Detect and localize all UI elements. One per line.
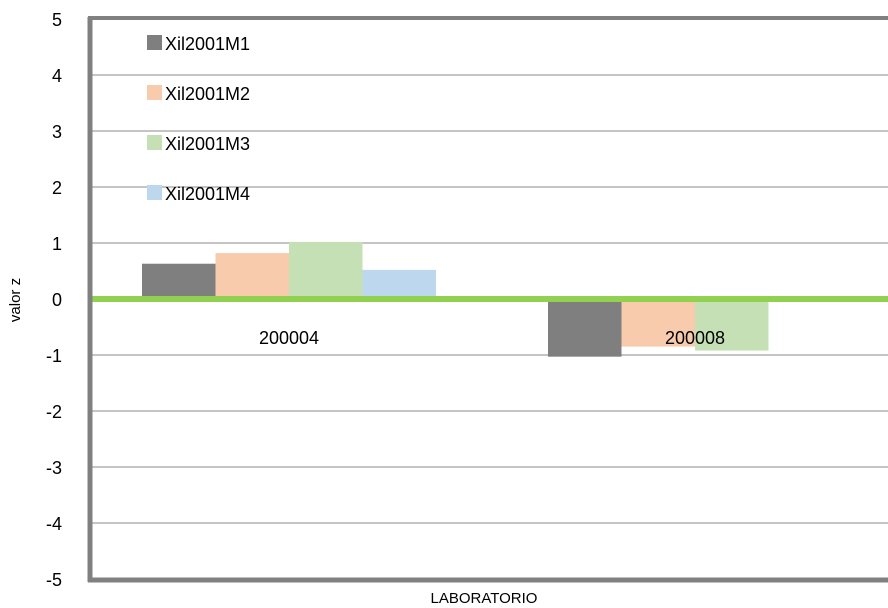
legend-label: Xil2001M2	[165, 84, 250, 104]
x-axis-title: LABORATORIO	[431, 590, 538, 607]
legend-label: Xil2001M1	[165, 34, 250, 54]
bars	[142, 241, 769, 357]
y-tick-label: -4	[46, 514, 62, 534]
y-tick-label: 5	[52, 10, 62, 30]
y-tick-label: 0	[52, 290, 62, 310]
y-tick-label: -1	[46, 346, 62, 366]
category-label: 200008	[665, 328, 725, 348]
legend-label: Xil2001M3	[165, 134, 250, 154]
bar-Xil2001M3-200004	[289, 241, 363, 299]
legend-label: Xil2001M4	[165, 184, 250, 204]
y-tick-label: 2	[52, 178, 62, 198]
y-tick-labels: 5 4 3 2 1 0 -1 -2 -3 -4 -5	[46, 10, 62, 590]
legend-swatch-Xil2001M3	[147, 135, 162, 150]
category-labels: 200004 200008	[259, 328, 725, 348]
legend: Xil2001M1 Xil2001M2 Xil2001M3 Xil2001M4	[147, 34, 250, 204]
legend-swatch-Xil2001M2	[147, 85, 162, 100]
y-axis-title: valor z	[7, 278, 24, 322]
plot-frame	[87, 16, 888, 583]
y-tick-label: -2	[46, 402, 62, 422]
y-tick-label: 3	[52, 122, 62, 142]
y-tick-label: -3	[46, 458, 62, 478]
bar-Xil2001M1-200004	[142, 263, 216, 299]
bar-Xil2001M2-200008	[621, 299, 695, 347]
category-label: 200004	[259, 328, 319, 348]
bar-Xil2001M4-200004	[362, 269, 436, 299]
bar-Xil2001M2-200004	[215, 253, 289, 299]
y-tick-label: 4	[52, 66, 62, 86]
legend-swatch-Xil2001M4	[147, 185, 162, 200]
y-tick-label: -5	[46, 570, 62, 590]
y-tick-label: 1	[52, 234, 62, 254]
legend-swatch-Xil2001M1	[147, 35, 162, 50]
bar-Xil2001M3-200008	[695, 299, 769, 351]
bar-Xil2001M1-200008	[548, 299, 622, 357]
